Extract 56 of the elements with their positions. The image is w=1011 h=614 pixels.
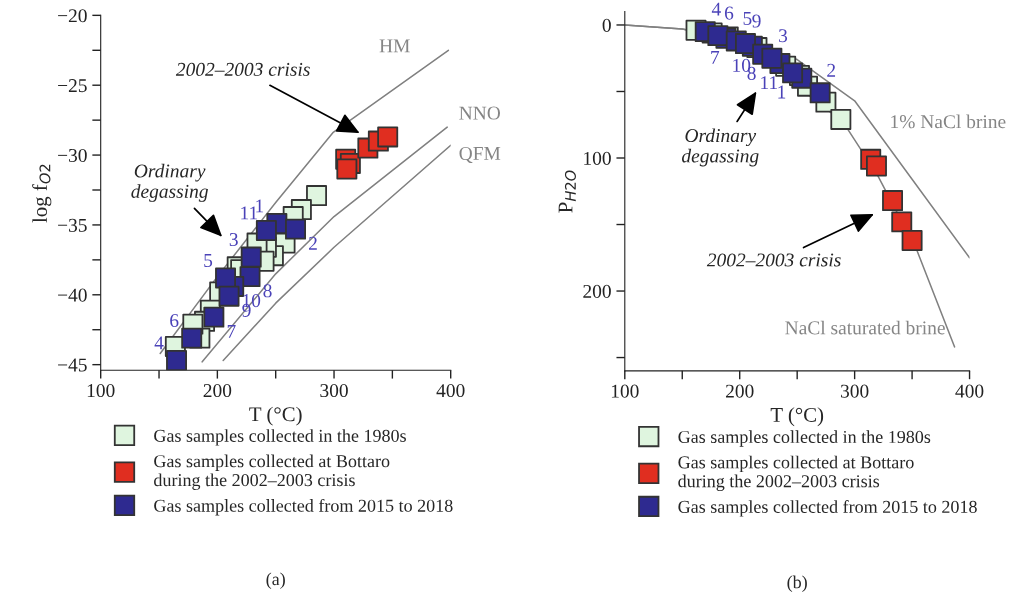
annotation: 2002–2003 crisis bbox=[706, 253, 841, 267]
y-tick-label: −25 bbox=[58, 79, 87, 93]
annotation: 11 bbox=[761, 76, 778, 90]
legend-label: Gas samples collected in the 1980s bbox=[678, 430, 931, 447]
y-tick-label: 200 bbox=[583, 284, 611, 298]
series-label: NNO bbox=[459, 106, 501, 120]
annotation: 2 bbox=[309, 236, 317, 250]
x-tick-label: 400 bbox=[436, 384, 465, 398]
y-axis-title: log f$_{O2}$ bbox=[32, 164, 52, 223]
text: (b) bbox=[787, 575, 807, 592]
annotation: 3 bbox=[229, 233, 238, 247]
annotation: 7 bbox=[227, 324, 236, 338]
annotation: 4 bbox=[711, 2, 721, 16]
y-tick-label: −20 bbox=[58, 9, 87, 23]
series-label: NaCl saturated brine bbox=[785, 320, 945, 335]
x-axis-title: T (°C) bbox=[770, 407, 824, 427]
series-label: HM bbox=[379, 39, 410, 53]
annotation: 8 bbox=[263, 284, 272, 298]
series-label: 1% NaCl brine bbox=[891, 114, 1006, 129]
annotation: Ordinary degassing bbox=[681, 128, 759, 167]
y-tick-label: 0 bbox=[602, 18, 611, 32]
annotation: 5 bbox=[204, 254, 213, 268]
y-tick-label: −30 bbox=[58, 148, 87, 163]
annotation: 4 bbox=[154, 336, 164, 350]
y-axis-title: P$_{H2O}$ bbox=[558, 170, 576, 213]
legend-label: Gas samples collected from 2015 to 2018 bbox=[154, 498, 453, 516]
series-label: QFM bbox=[459, 146, 501, 164]
x-tick-label: 300 bbox=[840, 384, 869, 398]
annotation: 2 bbox=[827, 63, 836, 77]
annotation: 6 bbox=[170, 314, 179, 328]
annotation: 7 bbox=[711, 51, 720, 64]
x-tick-label: 100 bbox=[611, 384, 639, 398]
x-tick-label: 400 bbox=[955, 384, 984, 398]
x-tick-label: 200 bbox=[725, 384, 754, 398]
legend-label: Gas samples collected at Bottaro during the 2002–2003 crisis bbox=[154, 454, 390, 490]
annotation: 5 bbox=[743, 12, 752, 25]
y-tick-label: 100 bbox=[584, 151, 611, 165]
x-axis-title: T (°C) bbox=[249, 406, 302, 426]
annotation: 6 bbox=[724, 6, 734, 20]
x-tick-label: 300 bbox=[320, 384, 348, 398]
x-tick-label: 200 bbox=[203, 384, 232, 398]
text: (a) bbox=[266, 572, 285, 589]
annotation: 11 bbox=[241, 206, 258, 220]
annotation: 3 bbox=[779, 29, 788, 43]
annotation: Ordinary degassing bbox=[131, 163, 208, 202]
annotation: 1 bbox=[778, 85, 786, 99]
annotation: 1 bbox=[256, 199, 264, 213]
legend-label: Gas samples collected in the 1980s bbox=[154, 429, 406, 446]
legend-label: Gas samples collected from 2015 to 2018 bbox=[678, 500, 977, 517]
x-tick-label: 100 bbox=[87, 384, 115, 398]
legend-label: Gas samples collected at Bottaro during the 2002–2003 crisis bbox=[678, 455, 914, 492]
annotation: 2002–2003 crisis bbox=[175, 62, 310, 76]
y-tick-label: −35 bbox=[58, 218, 87, 232]
annotation: 9 bbox=[752, 14, 761, 28]
y-tick-label: −40 bbox=[58, 288, 87, 302]
y-tick-label: −45 bbox=[58, 358, 87, 372]
